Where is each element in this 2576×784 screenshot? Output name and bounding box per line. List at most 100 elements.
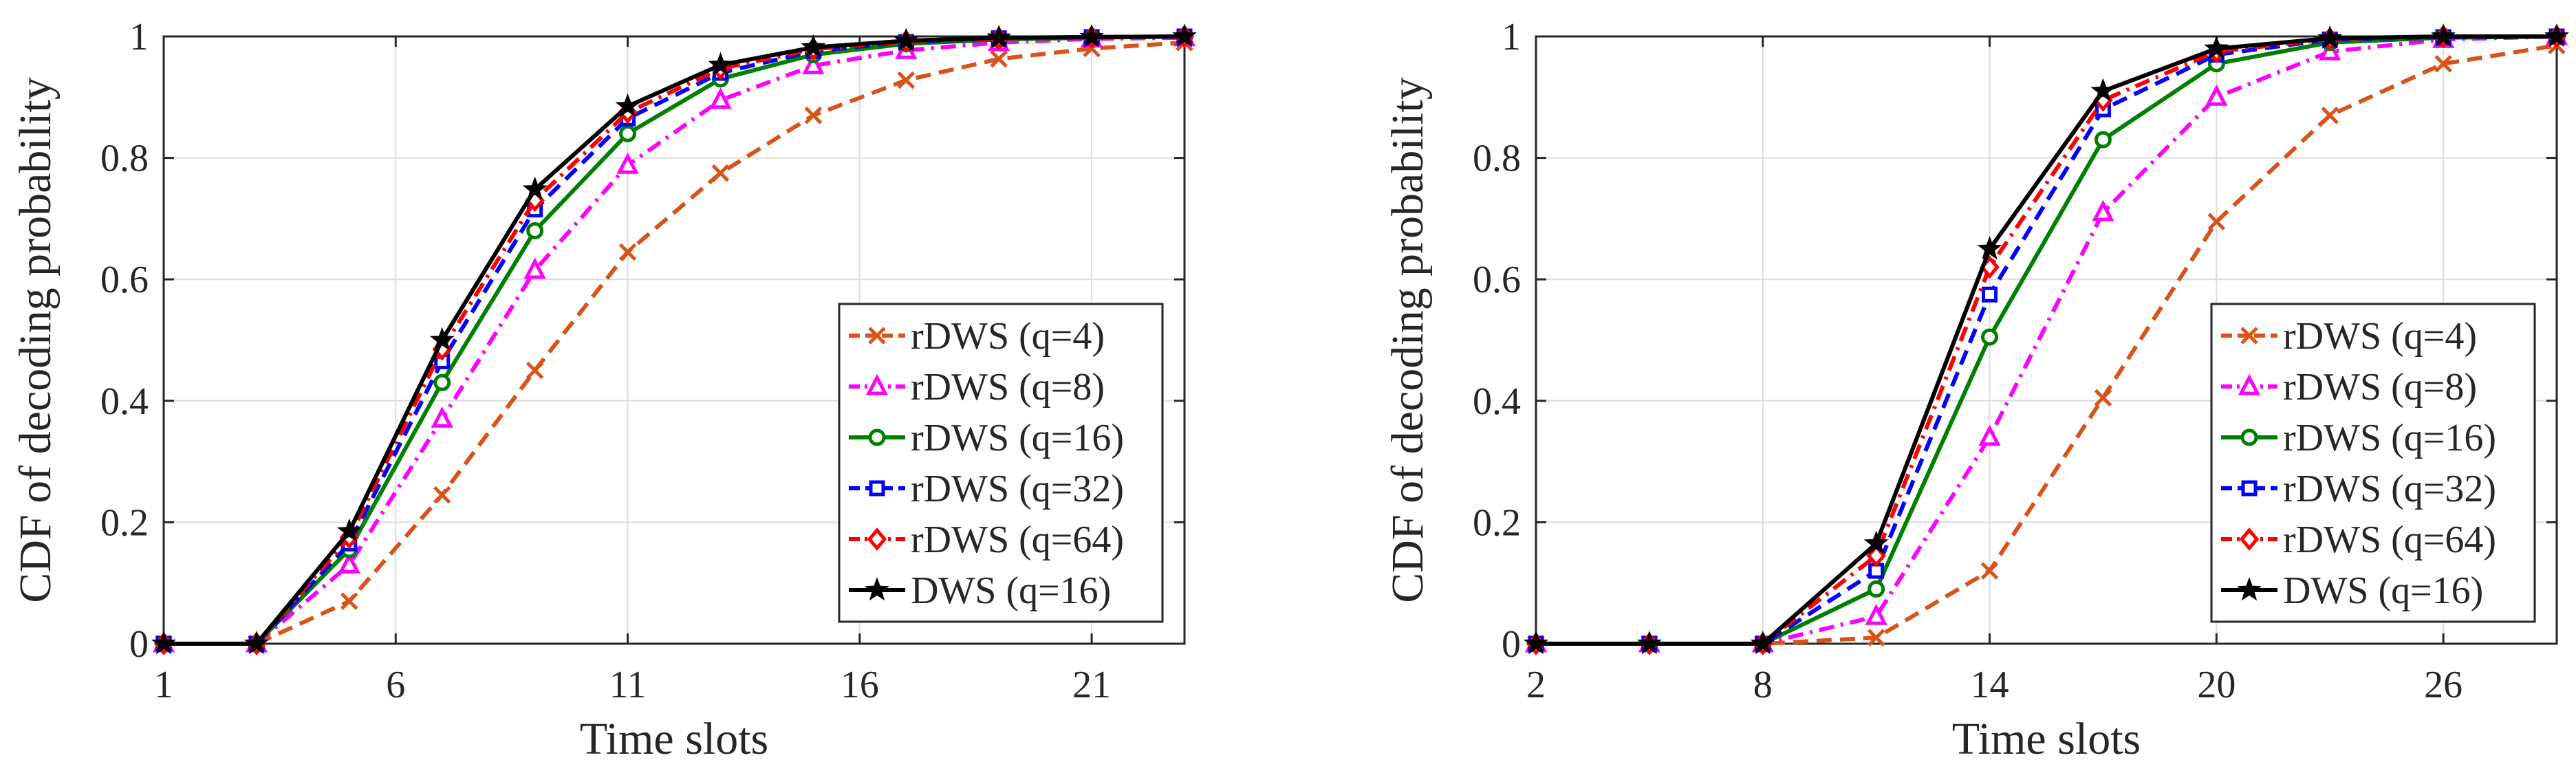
data-point — [1982, 286, 1998, 303]
data-point — [1524, 631, 1548, 655]
legend-marker — [869, 480, 885, 497]
legend-marker — [867, 527, 887, 551]
data-point — [1172, 23, 1197, 47]
legend-box — [2210, 303, 2536, 623]
y-tick-label: 0.2 — [100, 501, 149, 544]
legend: rDWS (q=4) rDWS (q=8) rDWS (q=16) rDWS (q=3… — [2210, 303, 2536, 623]
legend-label: rDWS (q=64) — [911, 519, 1124, 561]
data-point — [243, 631, 269, 655]
y-tick-label: 0.4 — [100, 380, 149, 423]
y-tick-label: 0.8 — [1473, 138, 1521, 180]
data-point — [1867, 629, 1885, 646]
data-point — [1750, 631, 1775, 655]
data-point — [433, 373, 451, 391]
data-point — [802, 52, 825, 74]
data-point — [804, 107, 823, 124]
data-point — [897, 71, 916, 89]
legend-label: rDWS (q=16) — [2283, 417, 2496, 459]
data-point — [2321, 107, 2339, 124]
legend-label: DWS (q=16) — [911, 569, 1111, 612]
series-line — [164, 35, 1185, 646]
data-point — [1865, 603, 1887, 625]
data-point — [433, 486, 451, 504]
y-tick-label: 0.8 — [100, 138, 149, 180]
legend-label: rDWS (q=16) — [911, 417, 1124, 459]
y-tick-label: 0.6 — [100, 259, 149, 301]
data-point — [340, 592, 358, 610]
data-point — [1079, 24, 1104, 48]
x-tick-label: 11 — [609, 664, 647, 706]
data-point — [1636, 631, 1662, 655]
data-point — [526, 222, 544, 240]
data-point — [986, 24, 1012, 48]
data-point — [2544, 23, 2569, 47]
data-point — [2207, 213, 2226, 231]
series-line — [1536, 34, 2557, 646]
legend-marker — [2238, 373, 2261, 395]
x-tick-label: 20 — [2197, 664, 2236, 706]
data-point — [2092, 199, 2114, 221]
legend-marker — [868, 327, 886, 345]
legend: rDWS (q=4) rDWS (q=8) rDWS (q=16) rDWS (q=3… — [838, 303, 1164, 623]
x-axis-label: Time slots — [580, 714, 769, 764]
series-line — [164, 40, 1185, 646]
right-chart: 2 8 14 20 26 0 0.2 0.4 0.6 0.8 1 Time slots CDF of d… — [1383, 16, 2569, 764]
legend-marker — [2240, 327, 2258, 345]
x-tick-label: 21 — [1072, 664, 1111, 706]
axes-box — [162, 35, 1186, 645]
x-tick-label: 1 — [154, 664, 173, 706]
x-tick-label: 2 — [1526, 664, 1546, 706]
data-point — [616, 152, 639, 174]
data-point — [151, 631, 176, 655]
series-line — [164, 34, 1185, 646]
data-point — [1863, 530, 1889, 554]
data-point — [523, 257, 546, 279]
legend-marker — [865, 577, 889, 601]
data-point — [2431, 23, 2456, 47]
data-point — [615, 93, 640, 117]
series-5 — [1524, 23, 2569, 655]
legend-label: rDWS (q=8) — [911, 366, 1105, 409]
x-tick-label: 8 — [1753, 664, 1773, 706]
series-5 — [151, 23, 1197, 655]
legend-marker — [865, 373, 889, 395]
y-tick-label: 0.4 — [1473, 380, 1521, 423]
axes-box — [1535, 35, 2558, 645]
data-point — [801, 34, 826, 58]
x-tick-label: 6 — [386, 664, 405, 706]
data-point — [894, 28, 919, 52]
data-point — [431, 406, 453, 428]
y-tick-label: 0 — [1502, 623, 1521, 666]
x-axis-label: Time slots — [1952, 714, 2141, 764]
x-tick-label: 26 — [2424, 664, 2463, 706]
data-point — [2205, 84, 2228, 106]
data-point — [2090, 78, 2116, 102]
y-axis-label: CDF of decoding probability — [10, 77, 61, 602]
data-point — [1980, 562, 1999, 580]
legend-marker — [2241, 480, 2258, 497]
data-point — [338, 552, 360, 574]
data-point — [990, 50, 1008, 68]
legend-marker — [2240, 428, 2258, 446]
data-point — [1977, 236, 2002, 260]
legend-label: rDWS (q=32) — [2283, 468, 2496, 510]
data-point — [2094, 389, 2112, 407]
data-point — [709, 87, 732, 109]
y-tick-label: 0 — [129, 623, 149, 666]
data-point — [711, 164, 730, 182]
data-point — [1868, 580, 1885, 598]
data-point — [336, 518, 362, 542]
legend-marker — [868, 428, 886, 446]
y-tick-label: 0.2 — [1473, 501, 1521, 544]
data-point — [526, 361, 544, 380]
data-point — [2317, 25, 2343, 49]
data-point — [1981, 328, 1999, 346]
data-point — [429, 327, 455, 351]
legend-box — [838, 303, 1164, 623]
legend-label: rDWS (q=32) — [911, 468, 1124, 510]
data-point — [618, 243, 637, 261]
y-tick-label: 1 — [129, 16, 149, 58]
data-point — [522, 176, 548, 200]
y-tick-label: 0.6 — [1473, 259, 1521, 301]
y-axis-label: CDF of decoding probability — [1383, 77, 1433, 602]
